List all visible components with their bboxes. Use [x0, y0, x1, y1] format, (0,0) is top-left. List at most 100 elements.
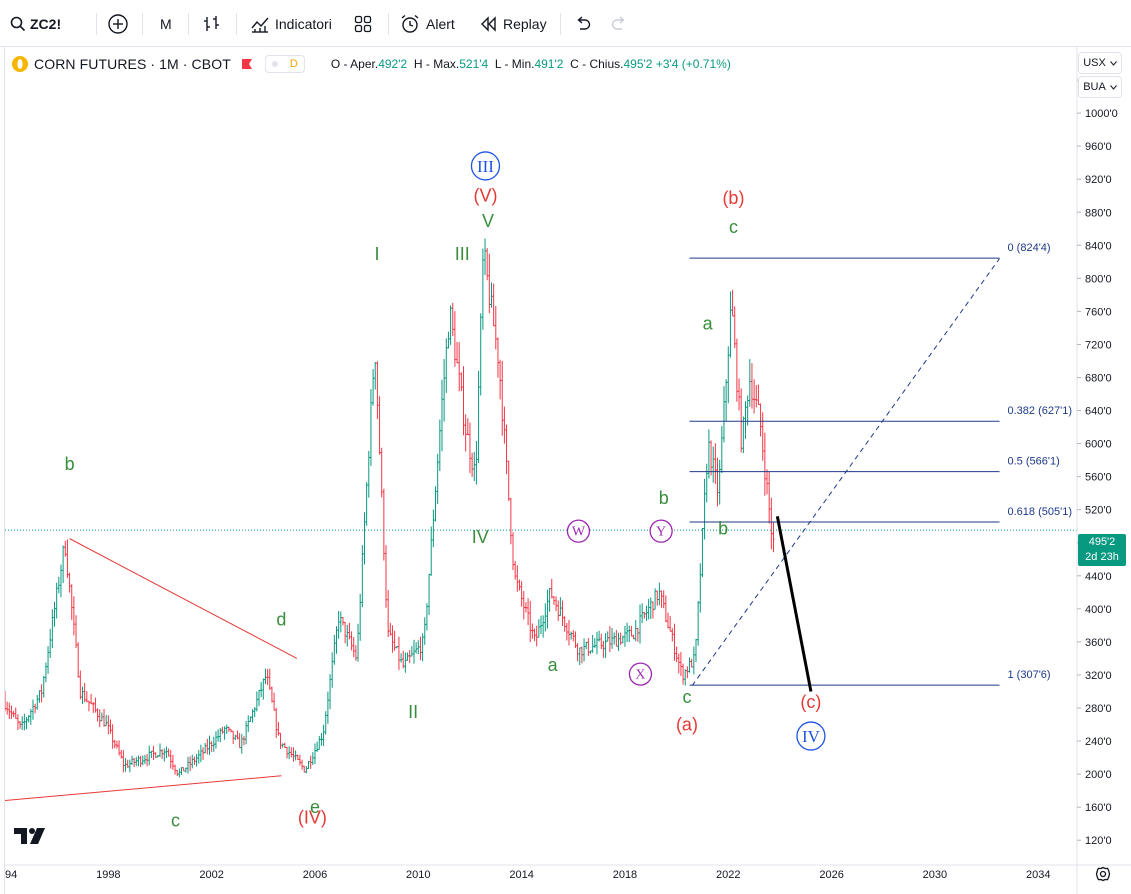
indicators-icon [250, 14, 270, 34]
settings-gear-icon[interactable] [1095, 866, 1111, 882]
wave-label: c [682, 687, 691, 707]
grid-layout-icon [354, 15, 372, 33]
y-tick-label: 240'0 [1085, 736, 1112, 748]
toolbar-divider [236, 13, 237, 35]
wave-label: (IV) [298, 808, 327, 828]
chevron-down-icon [1109, 60, 1117, 66]
y-tick-label: 1000'0 [1085, 108, 1118, 120]
wave-label: d [276, 609, 286, 629]
alarm-clock-icon [400, 14, 420, 34]
y-tick-label: 640'0 [1085, 406, 1112, 418]
wave-label: IV [802, 727, 821, 746]
x-tick-label: 2022 [716, 869, 740, 881]
y-tick-label: 840'0 [1085, 240, 1112, 252]
currency-button[interactable]: USX [1078, 52, 1122, 74]
y-tick-label: 360'0 [1085, 637, 1112, 649]
y-tick-label: 880'0 [1085, 207, 1112, 219]
wave-label: IV [472, 527, 489, 547]
y-tick-label: 200'0 [1085, 769, 1112, 781]
y-tick-label: 120'0 [1085, 835, 1112, 847]
wave-label: III [455, 244, 470, 264]
trend-line [5, 775, 282, 802]
toolbar-divider [142, 13, 143, 35]
compare-button[interactable] [107, 9, 129, 39]
x-tick-label: 2010 [406, 869, 430, 881]
y-tick-label: 560'0 [1085, 472, 1112, 484]
wave-label: b [718, 518, 728, 538]
price-chart[interactable]: 0 (824'4) 0.382 (627'1) 0.5 (566'1) 0.618 (… [5, 47, 1131, 894]
price-scale [1077, 47, 1131, 894]
wave-label: c [729, 217, 738, 237]
x-tick-label: 2006 [303, 869, 327, 881]
undo-icon [574, 16, 592, 32]
redo-icon [610, 16, 628, 32]
symbol-label: ZC2! [30, 16, 62, 32]
wave-label-circle [566, 519, 591, 543]
y-tick-label: 960'0 [1085, 141, 1112, 153]
x-tick-label: 2014 [509, 869, 533, 881]
high-label: H - Max. [413, 57, 460, 71]
y-tick-label: 320'0 [1085, 670, 1112, 682]
flag-icon [241, 59, 252, 69]
layout-button[interactable] [354, 9, 372, 39]
y-tick-label: 680'0 [1085, 373, 1112, 385]
toolbar-divider [560, 13, 561, 35]
add-circle-icon [107, 13, 129, 35]
unit-button[interactable]: BUA [1078, 76, 1122, 98]
symbol-search-button[interactable]: ZC2! [10, 9, 61, 39]
fib-level-label: 1 (307'6) [1008, 669, 1051, 681]
status-dot [271, 61, 278, 67]
unit-label: BUA [1083, 81, 1106, 93]
undo-button[interactable] [574, 9, 592, 39]
open-label: O - Aper. [330, 57, 379, 71]
x-tick-label: 1998 [96, 869, 120, 881]
y-tick-label: 920'0 [1085, 174, 1112, 186]
rewind-icon [480, 16, 498, 32]
replay-label: Replay [503, 16, 547, 32]
fib-level-label: 0.382 (627'1) [1008, 405, 1072, 417]
low-value: 491'2 [534, 57, 564, 71]
wave-label: b [65, 454, 75, 474]
fib-level-label: 0.618 (505'1) [1008, 506, 1072, 518]
chart-area[interactable]: 0 (824'4) 0.382 (627'1) 0.5 (566'1) 0.618 (… [4, 47, 1131, 894]
y-tick-label: 280'0 [1085, 703, 1112, 715]
low-label: L - Min. [494, 57, 535, 71]
wave-label-circle [796, 721, 826, 751]
bar-countdown: 2d 23h [1085, 551, 1119, 563]
redo-button[interactable] [610, 9, 628, 39]
indicators-label: Indicatori [275, 16, 332, 32]
currency-label: USX [1083, 57, 1106, 69]
tradingview-logo-icon[interactable] [14, 828, 46, 844]
delay-badge-label: D [289, 58, 298, 70]
indicators-button[interactable]: Indicatori [250, 9, 332, 39]
close-value: 495'2 [623, 57, 653, 71]
bars-icon [202, 14, 222, 34]
trend-line [69, 538, 298, 659]
wave-label-circle [649, 519, 673, 543]
y-tick-label: 400'0 [1085, 604, 1112, 616]
interval-button[interactable]: M [160, 9, 172, 39]
trend-line [691, 258, 1000, 686]
y-tick-label: 520'0 [1085, 505, 1112, 517]
y-tick-label: 440'0 [1085, 571, 1112, 583]
top-toolbar: ZC2! M Indicatori Alert R [0, 0, 1131, 47]
delay-badge[interactable]: D [264, 55, 305, 73]
x-tick-label: 1994 [5, 869, 17, 881]
fib-level-label: 0 (824'4) [1008, 242, 1051, 254]
wave-label: (b) [722, 188, 744, 208]
x-tick-label: 2030 [923, 869, 947, 881]
wave-label: b [659, 488, 669, 508]
change-value: +3'4 (+0.71%) [655, 57, 731, 71]
wave-label: (c) [800, 692, 821, 712]
x-tick-label: 2018 [613, 869, 637, 881]
wave-label: X [635, 668, 645, 683]
wave-label-circle [628, 662, 653, 686]
y-tick-label: 600'0 [1085, 439, 1112, 451]
interval-label: M [160, 16, 172, 32]
x-tick-label: 2034 [1026, 869, 1050, 881]
open-value: 492'2 [378, 57, 408, 71]
chart-type-button[interactable] [202, 9, 222, 39]
alert-button[interactable]: Alert [400, 9, 455, 39]
wave-label: W [572, 525, 586, 540]
replay-button[interactable]: Replay [480, 9, 547, 39]
